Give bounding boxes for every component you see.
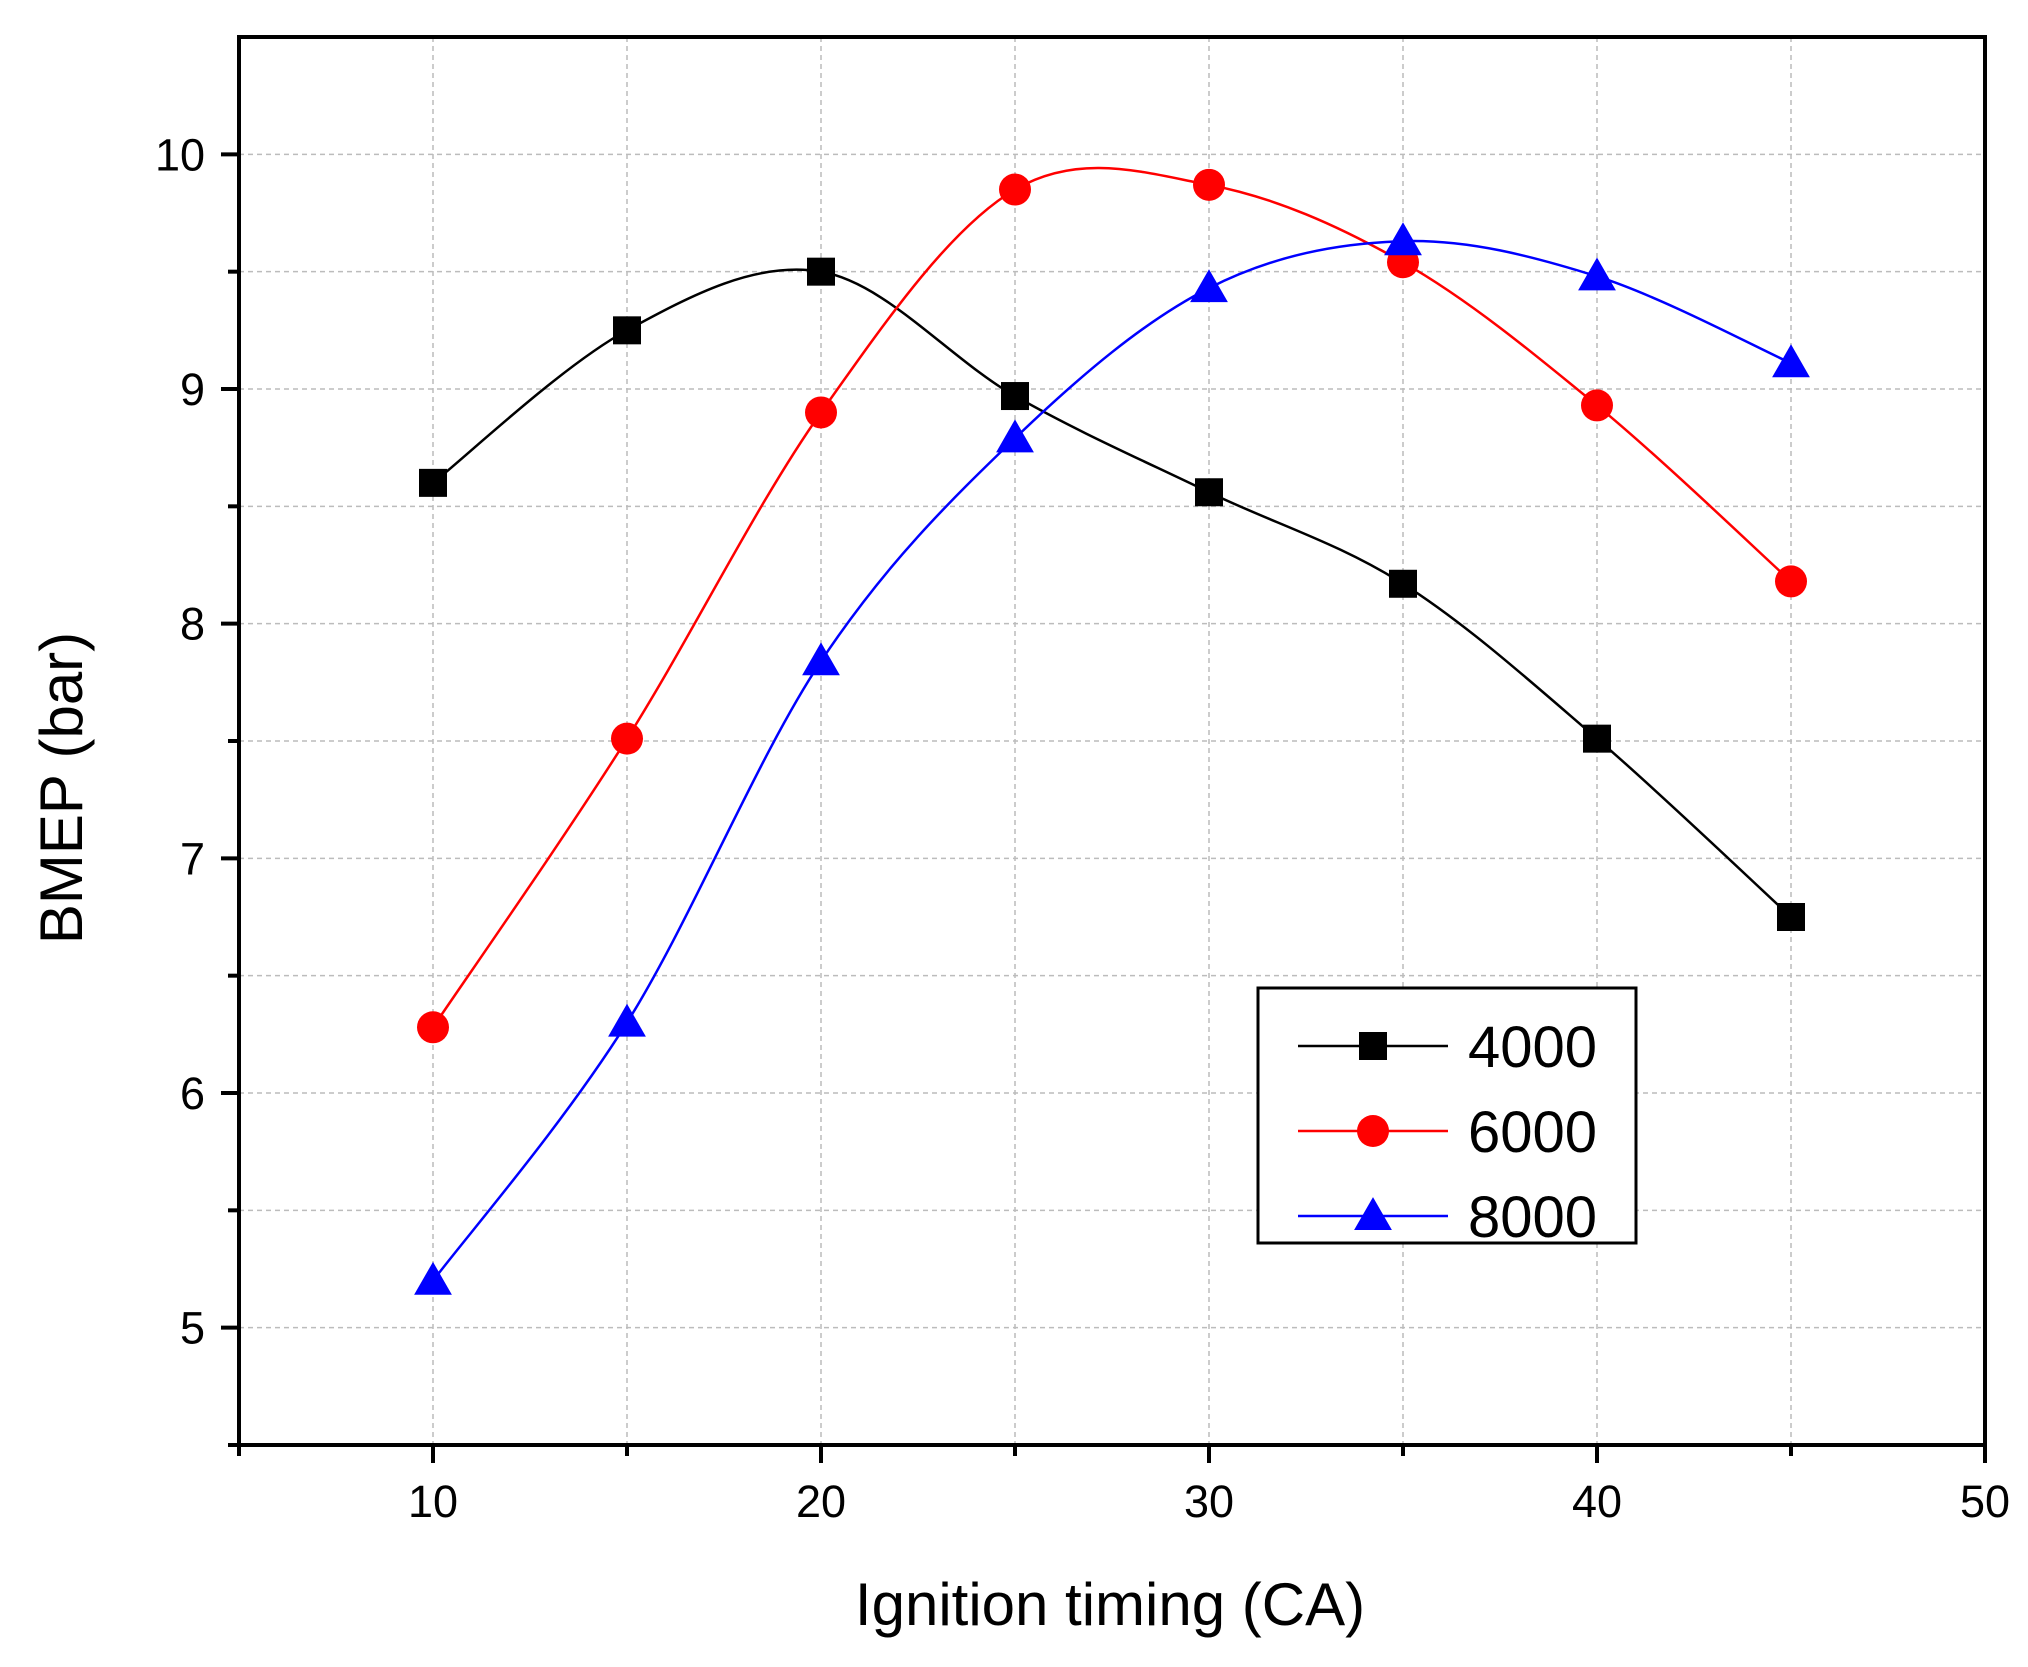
marker-6000-x40 <box>1581 389 1613 422</box>
legend-label-6000: 6000 <box>1468 1100 1597 1165</box>
series-markers <box>414 168 1810 1295</box>
marker-4000-x10 <box>419 468 447 497</box>
y-tick-label-7: 7 <box>180 833 205 884</box>
marker-8000-x25 <box>996 419 1034 453</box>
y-tick-label-6: 6 <box>180 1068 205 1119</box>
marker-8000-x10 <box>414 1261 452 1295</box>
axis-tick-labels: 10 20 30 40 50 5 6 7 8 9 10 <box>155 129 2010 1527</box>
marker-4000-x30 <box>1195 478 1223 507</box>
marker-8000-x35 <box>1384 222 1422 256</box>
marker-6000-x20 <box>805 396 837 429</box>
marker-6000-x15 <box>611 722 643 755</box>
x-tick-label-40: 40 <box>1572 1476 1622 1527</box>
legend-marker-4000 <box>1359 1032 1387 1060</box>
y-tick-label-10: 10 <box>155 129 205 180</box>
x-axis-title: Ignition timing (CA) <box>855 1571 1365 1638</box>
series-line-4000 <box>432 268 1792 918</box>
x-tick-label-20: 20 <box>796 1476 846 1527</box>
marker-8000-x15 <box>608 1003 646 1037</box>
x-tick-label-30: 30 <box>1184 1476 1234 1527</box>
x-tick-label-50: 50 <box>1960 1476 2010 1527</box>
grid-lines <box>239 37 1985 1445</box>
marker-8000-x45 <box>1772 344 1810 378</box>
marker-6000-x45 <box>1775 565 1807 598</box>
y-tick-label-9: 9 <box>180 364 205 415</box>
axis-ticks <box>221 152 1987 1463</box>
marker-6000-x30 <box>1193 168 1225 201</box>
marker-4000-x15 <box>613 316 641 345</box>
y-tick-label-5: 5 <box>180 1303 205 1354</box>
marker-4000-x20 <box>807 257 835 286</box>
legend-marker-8000 <box>1354 1197 1392 1231</box>
marker-4000-x25 <box>1001 382 1029 411</box>
y-tick-label-8: 8 <box>180 599 205 650</box>
series-line-6000 <box>431 166 1792 1028</box>
marker-6000-x25 <box>999 173 1031 206</box>
legend-label-8000: 8000 <box>1468 1185 1597 1250</box>
legend-label-4000: 4000 <box>1468 1015 1597 1080</box>
marker-4000-x35 <box>1389 569 1417 598</box>
x-tick-label-10: 10 <box>408 1476 458 1527</box>
marker-4000-x40 <box>1583 724 1611 753</box>
marker-8000-x30 <box>1190 269 1228 303</box>
marker-6000-x10 <box>417 1011 449 1044</box>
marker-8000-x20 <box>802 642 840 676</box>
legend-marker-6000 <box>1357 1115 1389 1147</box>
y-axis-title: BMEP (bar) <box>28 632 95 944</box>
marker-4000-x45 <box>1777 903 1805 931</box>
legend: 4000 6000 8000 <box>1256 986 1638 1250</box>
marker-8000-x40 <box>1578 257 1616 291</box>
legend-box <box>1256 986 1638 1245</box>
series-line-8000 <box>432 239 1792 1282</box>
